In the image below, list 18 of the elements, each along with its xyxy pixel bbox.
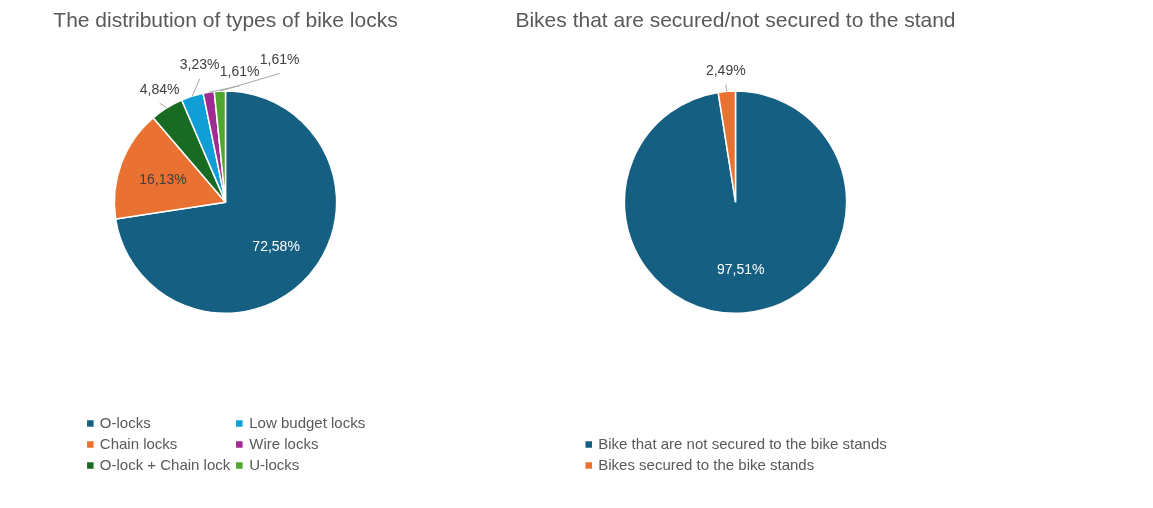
legend-label: Low budget locks [249,414,366,431]
data-label: 3,23% [179,56,220,73]
chart-title: The distribution of types of bike locks [53,7,398,31]
data-label: 72,58% [252,237,300,254]
legend-label: Bikes secured to the bike stands [598,456,815,473]
data-label: 4,84% [139,80,180,97]
data-label: 97,51% [716,260,765,277]
legend-label: Bike that are not secured to the bike stands [598,435,887,452]
legend-label: Wire locks [249,435,319,452]
data-label: 1,61% [219,63,260,80]
data-label: 1,61% [259,50,300,67]
chart-title: Bikes that are secured/not secured to the stand [515,7,956,31]
legend-label: O-lock + Chain lock [99,456,231,473]
legend-label: O-locks [99,414,151,431]
legend-label: U-locks [249,456,300,473]
data-label: 16,13% [139,171,187,188]
legend-label: Chain locks [99,435,178,452]
data-label: 2,49% [705,62,746,79]
